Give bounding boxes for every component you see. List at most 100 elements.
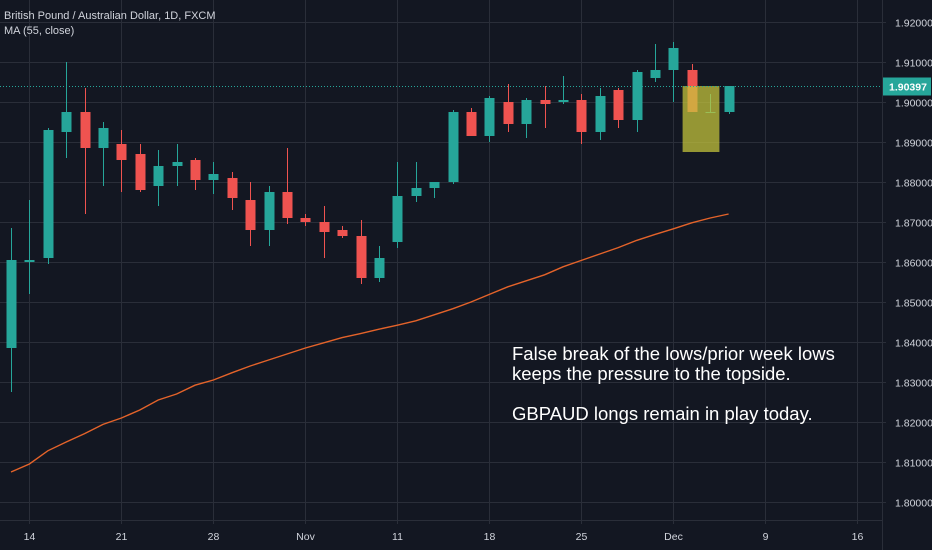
x-tick-label: 14 (24, 531, 36, 543)
candle-body (300, 218, 311, 222)
candle (43, 128, 54, 264)
time-axis[interactable]: 14 21 28 Nov 11 18 25 Dec 9 16 (24, 520, 864, 543)
price-axis[interactable]: 1.92000 1.91000 1.90000 1.89000 1.88000 1.870… (882, 18, 932, 510)
candle (558, 76, 569, 104)
x-tick-label: 18 (484, 531, 496, 543)
candle-body (116, 144, 127, 160)
candle (540, 86, 551, 128)
candle (153, 150, 164, 206)
candle-body (135, 154, 146, 190)
y-tick-label: 1.80000 (895, 498, 932, 510)
candle (116, 130, 127, 192)
candle-body (264, 192, 275, 230)
candle-body (282, 192, 293, 218)
candle-body (668, 48, 679, 70)
candle (227, 172, 238, 210)
candle-body (337, 230, 348, 236)
current-price-badge (883, 77, 931, 96)
candle (595, 88, 606, 140)
candle-body (521, 100, 532, 124)
candle (264, 186, 275, 246)
annotation-spacer (512, 384, 835, 404)
y-tick-label: 1.85000 (895, 298, 932, 310)
x-tick-label: 21 (116, 531, 128, 543)
candle-body (374, 258, 385, 278)
candle (411, 162, 422, 202)
candle-body (558, 100, 569, 102)
candle-body (245, 200, 256, 230)
y-tick-label: 1.88000 (895, 178, 932, 190)
candle (172, 144, 183, 186)
candle (300, 214, 311, 226)
y-tick-label: 1.82000 (895, 418, 932, 430)
candle (190, 158, 201, 190)
candle-body (484, 98, 495, 136)
x-tick-label: Dec (664, 531, 683, 543)
candle-body (24, 260, 35, 262)
candle-body (466, 112, 477, 136)
candle-body (172, 162, 183, 166)
highlight-box (682, 86, 720, 152)
candle (650, 44, 661, 82)
candle-body (595, 96, 606, 132)
candle-body (392, 196, 403, 242)
candle (613, 88, 624, 128)
chart-annotation: False break of the lows/prior week lows … (512, 344, 835, 424)
candle-body (356, 236, 367, 278)
annotation-line-3: GBPAUD longs remain in play today. (512, 403, 813, 424)
highlight-layer (682, 86, 720, 152)
candle-body (319, 222, 330, 232)
candle (392, 162, 403, 248)
candle (61, 62, 72, 158)
candle (724, 86, 735, 114)
candle-body (448, 112, 459, 182)
current-price-label: 1.90397 (889, 82, 927, 94)
x-tick-label: 16 (852, 531, 864, 543)
candle (374, 246, 385, 282)
candle-body (227, 178, 238, 198)
y-tick-label: 1.91000 (895, 58, 932, 70)
y-tick-label: 1.81000 (895, 458, 932, 470)
chart-legend: British Pound / Australian Dollar, 1D, F… (4, 9, 216, 39)
candle-body (43, 130, 54, 258)
candle (24, 200, 35, 294)
candle (356, 220, 367, 284)
candle (337, 226, 348, 238)
candle-body (411, 188, 422, 196)
y-tick-label: 1.83000 (895, 378, 932, 390)
candle (668, 42, 679, 102)
candle (466, 108, 477, 136)
candle-body (540, 100, 551, 104)
annotation-line-2: keeps the pressure to the topside. (512, 363, 791, 384)
candle-body (632, 72, 643, 120)
x-tick-label: 28 (208, 531, 220, 543)
candle (521, 98, 532, 138)
candle (282, 148, 293, 224)
ma-line (10, 213, 729, 473)
moving-average-layer (10, 213, 729, 473)
candle (135, 144, 146, 192)
x-tick-label: 11 (392, 531, 403, 543)
candle-body (503, 102, 514, 124)
symbol-title[interactable]: British Pound / Australian Dollar, 1D, F… (4, 10, 216, 22)
candle (80, 88, 91, 214)
y-tick-label: 1.90000 (895, 98, 932, 110)
y-tick-label: 1.84000 (895, 338, 932, 350)
candle-body (724, 86, 735, 112)
candle (503, 84, 514, 132)
candle-body (61, 112, 72, 132)
y-tick-label: 1.92000 (895, 18, 932, 30)
candle-body (153, 166, 164, 186)
candle-body (208, 174, 219, 180)
x-tick-label: Nov (296, 531, 315, 543)
indicator-label-ma[interactable]: MA (55, close) (4, 25, 75, 37)
y-tick-label: 1.87000 (895, 218, 932, 230)
candle (319, 206, 330, 258)
y-tick-label: 1.89000 (895, 138, 932, 150)
y-tick-label: 1.86000 (895, 258, 932, 270)
candle-body (429, 182, 440, 188)
horizontal-gridlines (0, 22, 882, 503)
candle-body (190, 160, 201, 180)
candle-body (576, 100, 587, 132)
